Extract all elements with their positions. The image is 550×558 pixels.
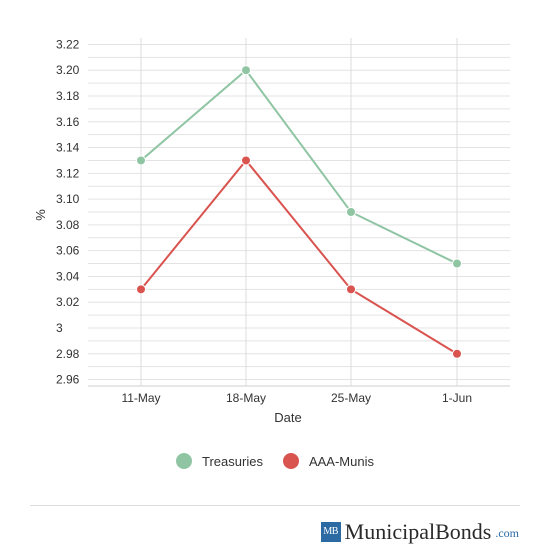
data-point (452, 258, 462, 269)
brand-name: MunicipalBonds (344, 519, 492, 544)
y-tick-label: 3.02 (56, 295, 80, 309)
brand-mark: MB (320, 522, 341, 542)
chart-series (136, 65, 462, 359)
y-tick-label: 3.08 (56, 218, 80, 232)
y-axis-title: % (33, 209, 48, 221)
data-point (346, 284, 356, 295)
y-axis-ticks: 2.96 2.98 3 3.02 3.04 3.06 3.08 3.10 3.12 3.14 3.1… (56, 37, 80, 386)
brand-logo-link[interactable]: MB MunicipalBonds .com (320, 519, 519, 545)
legend-label-treasuries: Treasuries (202, 453, 263, 469)
y-tick-label: 3.10 (56, 192, 80, 206)
legend-item-aaa-munis[interactable]: AAA-Munis (282, 453, 374, 469)
data-point (241, 65, 251, 76)
chart-grid (88, 38, 510, 387)
y-tick-label: 3.16 (56, 115, 80, 129)
y-tick-label: 3.20 (56, 63, 80, 77)
x-axis-title: Date (274, 410, 301, 425)
y-tick-label: 3.22 (56, 37, 80, 51)
data-point (136, 284, 146, 295)
y-tick-label: 2.98 (56, 347, 80, 361)
legend-item-treasuries[interactable]: Treasuries (176, 453, 263, 469)
y-tick-label: 3.04 (56, 269, 80, 283)
data-point (241, 155, 251, 166)
brand-domain: .com (495, 526, 519, 540)
data-point (136, 155, 146, 166)
line-chart: 2.96 2.98 3 3.02 3.04 3.06 3.08 3.10 3.12 3.14 3.1… (33, 37, 510, 425)
y-tick-label: 3.14 (56, 141, 80, 155)
y-tick-label: 3.18 (56, 89, 80, 103)
data-point (346, 207, 356, 217)
footer-divider (30, 505, 520, 506)
data-point (452, 348, 462, 359)
x-tick-label: 11-May (121, 391, 160, 405)
legend-label-aaa-munis: AAA-Munis (308, 453, 374, 469)
x-axis-ticks: 11-May 18-May 25-May 1-Jun (121, 391, 472, 405)
chart-legend: Treasuries AAA-Munis (0, 453, 550, 469)
series-line (140, 68, 458, 265)
y-tick-label: 3.12 (56, 166, 80, 180)
x-tick-label: 18-May (226, 391, 266, 405)
x-tick-label: 1-Jun (442, 391, 472, 405)
x-tick-label: 25-May (331, 391, 371, 405)
y-tick-label: 3 (56, 321, 63, 335)
legend-swatch-aaa-munis (282, 453, 299, 469)
legend-swatch-treasuries (176, 453, 193, 469)
series-line (140, 158, 458, 355)
y-tick-label: 3.06 (56, 244, 80, 258)
y-tick-label: 2.96 (56, 373, 80, 387)
